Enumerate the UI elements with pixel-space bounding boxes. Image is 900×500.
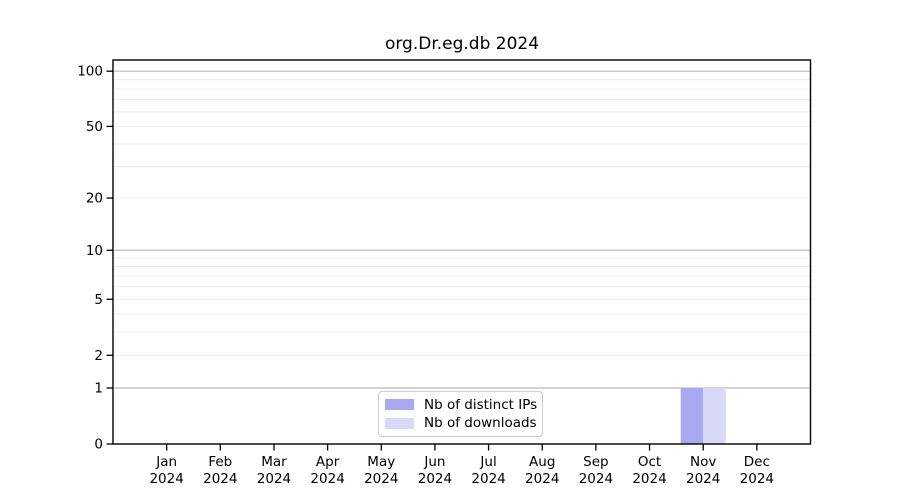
legend-item-distinct-ips: Nb of distinct IPs (385, 396, 538, 413)
x-tick-label-month: Apr (316, 454, 340, 470)
x-tick-label-month: Jan (155, 454, 177, 470)
legend: Nb of distinct IPs Nb of downloads (378, 391, 543, 437)
bar-0 (680, 388, 704, 444)
y-tick-label: 5 (94, 292, 103, 308)
y-axis: 0 1 2 5 10 20 50 100 (77, 64, 113, 453)
y-tick-label: 1 (94, 381, 103, 397)
x-tick-label-year: 2024 (632, 471, 666, 487)
bar-1 (703, 388, 726, 444)
y-tick-label: 0 (94, 437, 103, 453)
plot-border (112, 59, 812, 445)
x-tick-label-year: 2024 (364, 471, 398, 487)
x-tick-label-year: 2024 (686, 471, 720, 487)
y-tick-label: 20 (86, 191, 103, 207)
x-tick-label-year: 2024 (257, 471, 291, 487)
x-tick-label-year: 2024 (471, 471, 505, 487)
y-tick-label: 50 (86, 119, 103, 135)
x-tick-label-month: Mar (261, 454, 287, 470)
x-tick-label-year: 2024 (149, 471, 183, 487)
x-tick-label-month: Oct (638, 454, 661, 470)
legend-item-downloads: Nb of downloads (385, 415, 537, 432)
x-tick-label-month: Dec (744, 454, 770, 470)
x-tick-label-year: 2024 (579, 471, 613, 487)
gridlines (113, 70, 811, 389)
x-tick-label-year: 2024 (740, 471, 774, 487)
x-tick-label-month: Nov (690, 454, 716, 470)
legend-label-downloads: Nb of downloads (424, 415, 537, 432)
x-tick-label-month: May (367, 454, 395, 470)
x-tick-label-year: 2024 (525, 471, 559, 487)
y-tick-label: 100 (77, 64, 103, 80)
x-axis: Jan2024Feb2024Mar2024Apr2024May2024Jun20… (149, 444, 774, 487)
y-tick-label: 10 (86, 243, 103, 259)
x-tick-label-month: Jun (423, 454, 445, 470)
y-tick-label: 2 (94, 348, 103, 364)
distinct-ips-swatch (385, 399, 414, 411)
chart-title: org.Dr.eg.db 2024 (384, 34, 540, 54)
downloads-swatch (385, 417, 414, 429)
x-tick-label-month: Feb (208, 454, 232, 470)
x-tick-label-year: 2024 (418, 471, 452, 487)
x-tick-label-month: Jul (479, 454, 496, 470)
bars (680, 388, 726, 444)
legend-label-distinct-ips: Nb of distinct IPs (424, 396, 538, 413)
x-tick-label-month: Sep (583, 454, 608, 470)
x-tick-label-month: Aug (529, 454, 555, 470)
x-tick-label-year: 2024 (203, 471, 237, 487)
x-tick-label-year: 2024 (310, 471, 344, 487)
